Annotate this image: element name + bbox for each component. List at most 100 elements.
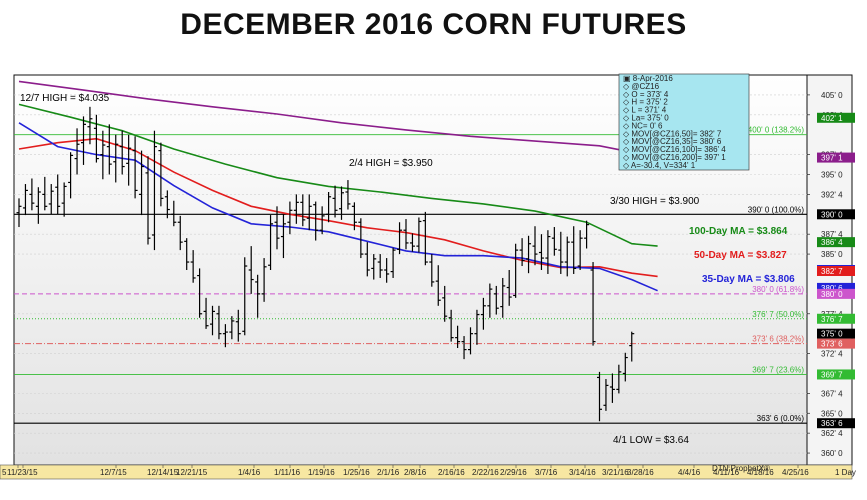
ohlc-bar [119, 130, 125, 175]
ohlc-bar [48, 184, 54, 215]
price-tag-label-1: 397' 1 [821, 154, 843, 163]
ohlc-bar [416, 217, 422, 253]
ohlc-bar [526, 235, 532, 274]
ohlc-bar [461, 336, 467, 360]
ohlc-bar [139, 150, 145, 216]
ohlc-bar [358, 218, 364, 259]
price-tag-bg-2 [817, 209, 855, 220]
ohlc-bar [222, 324, 228, 348]
ohlc-bar [493, 285, 499, 315]
x-tick-label-16: 3/21/16 [602, 468, 629, 477]
ohlc-bar [61, 182, 67, 217]
ohlc-bar [55, 174, 61, 215]
price-tag-bg-10 [817, 338, 855, 349]
ohlc-bar [164, 190, 170, 219]
ohlc-bar [22, 184, 28, 216]
ohlc-bar [100, 130, 106, 180]
y-tick-label-10: 365' 0 [821, 409, 843, 418]
ohlc-bar [235, 309, 241, 342]
price-tag-label-6: 380' 6 [821, 284, 843, 293]
price-tag-label-11: 369' 7 [821, 370, 843, 379]
ohlc-bar [500, 277, 506, 318]
x-tick-label-11: 2/16/16 [438, 468, 465, 477]
info-line-7: ◇ MOV[@CZ16,50]= 382' 7 [623, 129, 722, 138]
ohlc-bar [384, 258, 390, 283]
annotation-12-7-high: 12/7 HIGH = $4.035 [20, 93, 110, 104]
annotation-50-day-ma: 50-Day MA = $3.827 [694, 250, 787, 261]
info-line-10: ◇ MOV[@CZ16,200]= 397' 1 [623, 153, 726, 162]
y-tick-label-8: 372' 4 [821, 350, 843, 359]
ma-line-0 [18, 80, 632, 153]
ohlc-bar [203, 297, 209, 329]
x-tick-label-19: 4/11/16 [713, 468, 740, 477]
ohlc-bar [616, 364, 622, 394]
price-tag-label-8: 376' 7 [821, 315, 843, 324]
ohlc-bar [545, 230, 551, 274]
fib-label-2: 380' 0 (61.8%) [752, 285, 804, 294]
ohlc-bar [397, 222, 403, 255]
x-tick-label-8: 1/25/16 [343, 468, 370, 477]
ohlc-bar [390, 247, 396, 278]
x-tick-label-17: 3/28/16 [627, 468, 654, 477]
ohlc-bar [609, 373, 615, 403]
ohlc-bar [151, 130, 157, 251]
x-tick-label-9: 2/1/16 [377, 468, 400, 477]
ohlc-bar [16, 198, 22, 228]
x-tick-label-15: 3/14/16 [569, 468, 596, 477]
x-tick-label-21: 4/25/16 [782, 468, 809, 477]
ohlc-bar [435, 265, 441, 306]
ohlc-bar [177, 215, 183, 251]
y-tick-label-4: 392' 4 [821, 190, 843, 199]
ohlc-bar [558, 231, 564, 274]
price-tag-bg-0 [817, 112, 855, 123]
ohlc-bar [538, 234, 544, 270]
watermark: DTN ProphetX® [712, 464, 770, 473]
fib-label-3: 376' 7 (50.0%) [752, 310, 804, 319]
x-tick-label-6: 1/11/16 [274, 468, 301, 477]
x-tick-label-5: 1/4/16 [238, 468, 261, 477]
price-tag-label-5: 382' 7 [821, 267, 843, 276]
ohlc-bar [597, 371, 602, 422]
ohlc-bar [603, 379, 609, 411]
ohlc-bar [93, 114, 99, 163]
grid-lines [14, 94, 807, 454]
ohlc-bar [248, 246, 254, 294]
ohlc-bar [442, 285, 448, 322]
ohlc-bar [429, 254, 435, 287]
x-tick-label-2: 12/7/15 [100, 468, 127, 477]
ohlc-bar [287, 201, 293, 235]
ohlc-bar [622, 352, 628, 382]
price-tag-bg-5 [817, 265, 855, 276]
y-tick-label-11: 362' 4 [821, 429, 843, 438]
ohlc-bar [132, 136, 138, 199]
fib-label-4: 373' 6 (38.2%) [752, 335, 804, 344]
price-tag-label-3: 386' 4 [821, 238, 843, 247]
ohlc-bar [403, 219, 409, 250]
ohlc-bar [171, 200, 177, 227]
annotation-2-4-high: 2/4 HIGH = $3.950 [349, 158, 433, 169]
annotation-100-day-ma: 100-Day MA = $3.864 [689, 226, 788, 237]
info-box-background [618, 73, 750, 171]
ohlc-bar [629, 331, 635, 362]
fib-label-0: 400' 0 (138.2%) [748, 126, 805, 135]
info-line-8: ◇ MOV[@CZ16,35]= 380' 6 [623, 137, 722, 146]
ohlc-bar [564, 236, 570, 277]
info-line-1: ◇ @CZ16 [623, 82, 660, 91]
x-tick-label-13: 2/29/16 [500, 468, 527, 477]
ohlc-bar [216, 305, 222, 340]
info-line-0: ▣ 8-Apr-2016 [623, 74, 673, 83]
quote-info-box: ▣ 8-Apr-2016◇ @CZ16◇ O = 373' 4◇ H = 375… [618, 73, 750, 171]
y-tick-label-9: 367' 4 [821, 389, 843, 398]
price-tag-bg-1 [817, 152, 855, 163]
info-line-6: ◇ NC= 0' 6 [623, 121, 663, 130]
x-tick-label-4: 12/21/15 [176, 468, 208, 477]
ohlc-bar [300, 194, 306, 227]
ohlc-bar [474, 309, 480, 345]
ohlc-bar [190, 250, 196, 283]
ohlc-bar [519, 238, 525, 267]
price-tag-label-12: 363' 6 [821, 419, 843, 428]
ohlc-bar [409, 233, 415, 252]
price-tag-bg-12 [817, 418, 855, 429]
